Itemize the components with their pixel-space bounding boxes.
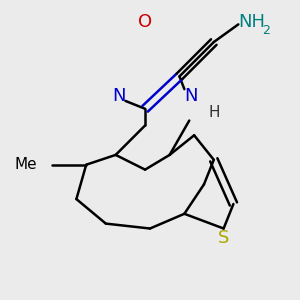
Text: O: O <box>138 14 152 32</box>
Text: S: S <box>218 229 229 247</box>
Text: Me: Me <box>14 157 37 172</box>
Text: NH: NH <box>238 14 265 32</box>
Text: N: N <box>184 87 198 105</box>
Text: N: N <box>112 87 125 105</box>
Text: H: H <box>209 105 220 120</box>
Text: 2: 2 <box>262 24 270 37</box>
